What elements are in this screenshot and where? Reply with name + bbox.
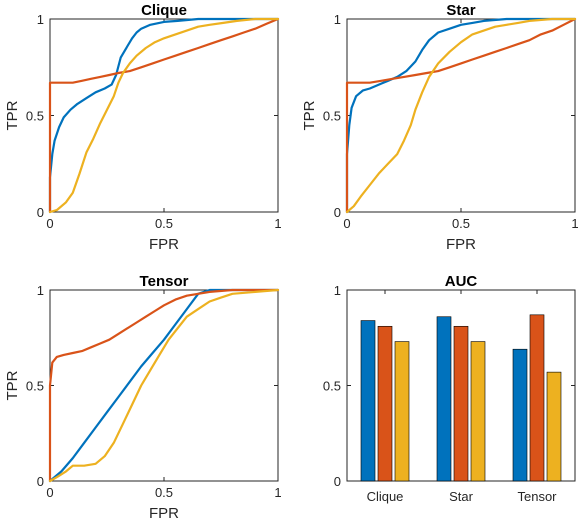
roc-line-series-2 (345, 17, 577, 214)
y-tick-label: 0.5 (323, 109, 341, 124)
bar-tensor-series-3 (546, 371, 562, 482)
bar-star-series-1 (436, 316, 452, 482)
category-label: Clique (367, 489, 404, 504)
roc-line-series-1 (345, 17, 577, 214)
plot-area-1 (49, 18, 279, 213)
y-tick-label: 1 (334, 283, 341, 298)
chart-title: AUC (445, 273, 478, 290)
y-tick-label: 0 (37, 474, 44, 489)
plot-area-2 (346, 18, 576, 213)
y-tick-label: 1 (37, 283, 44, 298)
y-tick-label: 0 (334, 205, 341, 220)
bar-tensor-series-1 (512, 348, 528, 482)
category-label: Tensor (517, 489, 557, 504)
y-tick-label: 1 (37, 12, 44, 27)
chart-title: Tensor (140, 273, 189, 290)
y-tick-label: 0.5 (26, 109, 44, 124)
bar-star-series-3 (470, 341, 486, 482)
bar-clique-series-2 (377, 325, 393, 482)
bar-clique-series-3 (394, 341, 410, 482)
x-tick-label: 0.5 (452, 216, 470, 231)
roc-line-series-3 (345, 17, 577, 214)
plot-area-3 (49, 289, 279, 482)
y-tick-label: 0.5 (26, 379, 44, 394)
bar-clique-series-1 (360, 320, 376, 482)
x-tick-label: 1 (274, 216, 281, 231)
chart-title: Star (446, 2, 475, 19)
x-tick-label: 0.5 (155, 216, 173, 231)
bar-tensor-series-2 (529, 314, 545, 482)
y-axis-label: TPR (4, 100, 21, 130)
x-tick-label: 0 (46, 485, 53, 500)
chart-title: Clique (141, 2, 187, 19)
x-tick-label: 0 (343, 216, 350, 231)
y-axis-label: TPR (301, 100, 318, 130)
x-tick-label: 1 (274, 485, 281, 500)
y-tick-label: 0.5 (323, 379, 341, 394)
roc-line-series-3 (48, 288, 280, 483)
roc-line-series-3 (48, 17, 280, 214)
y-tick-label: 0 (37, 205, 44, 220)
category-label: Star (449, 489, 474, 504)
x-axis-label: FPR (149, 505, 179, 522)
x-tick-label: 0 (46, 216, 53, 231)
bar-star-series-2 (453, 325, 469, 482)
x-axis-label: FPR (446, 236, 476, 253)
y-tick-label: 1 (334, 12, 341, 27)
x-axis-label: FPR (149, 236, 179, 253)
roc-line-series-2 (48, 17, 280, 214)
y-tick-label: 0 (334, 474, 341, 489)
x-tick-label: 0.5 (155, 485, 173, 500)
roc-line-series-1 (48, 17, 280, 214)
roc-line-series-2 (48, 288, 280, 483)
x-tick-label: 1 (571, 216, 578, 231)
y-axis-label: TPR (4, 370, 21, 400)
